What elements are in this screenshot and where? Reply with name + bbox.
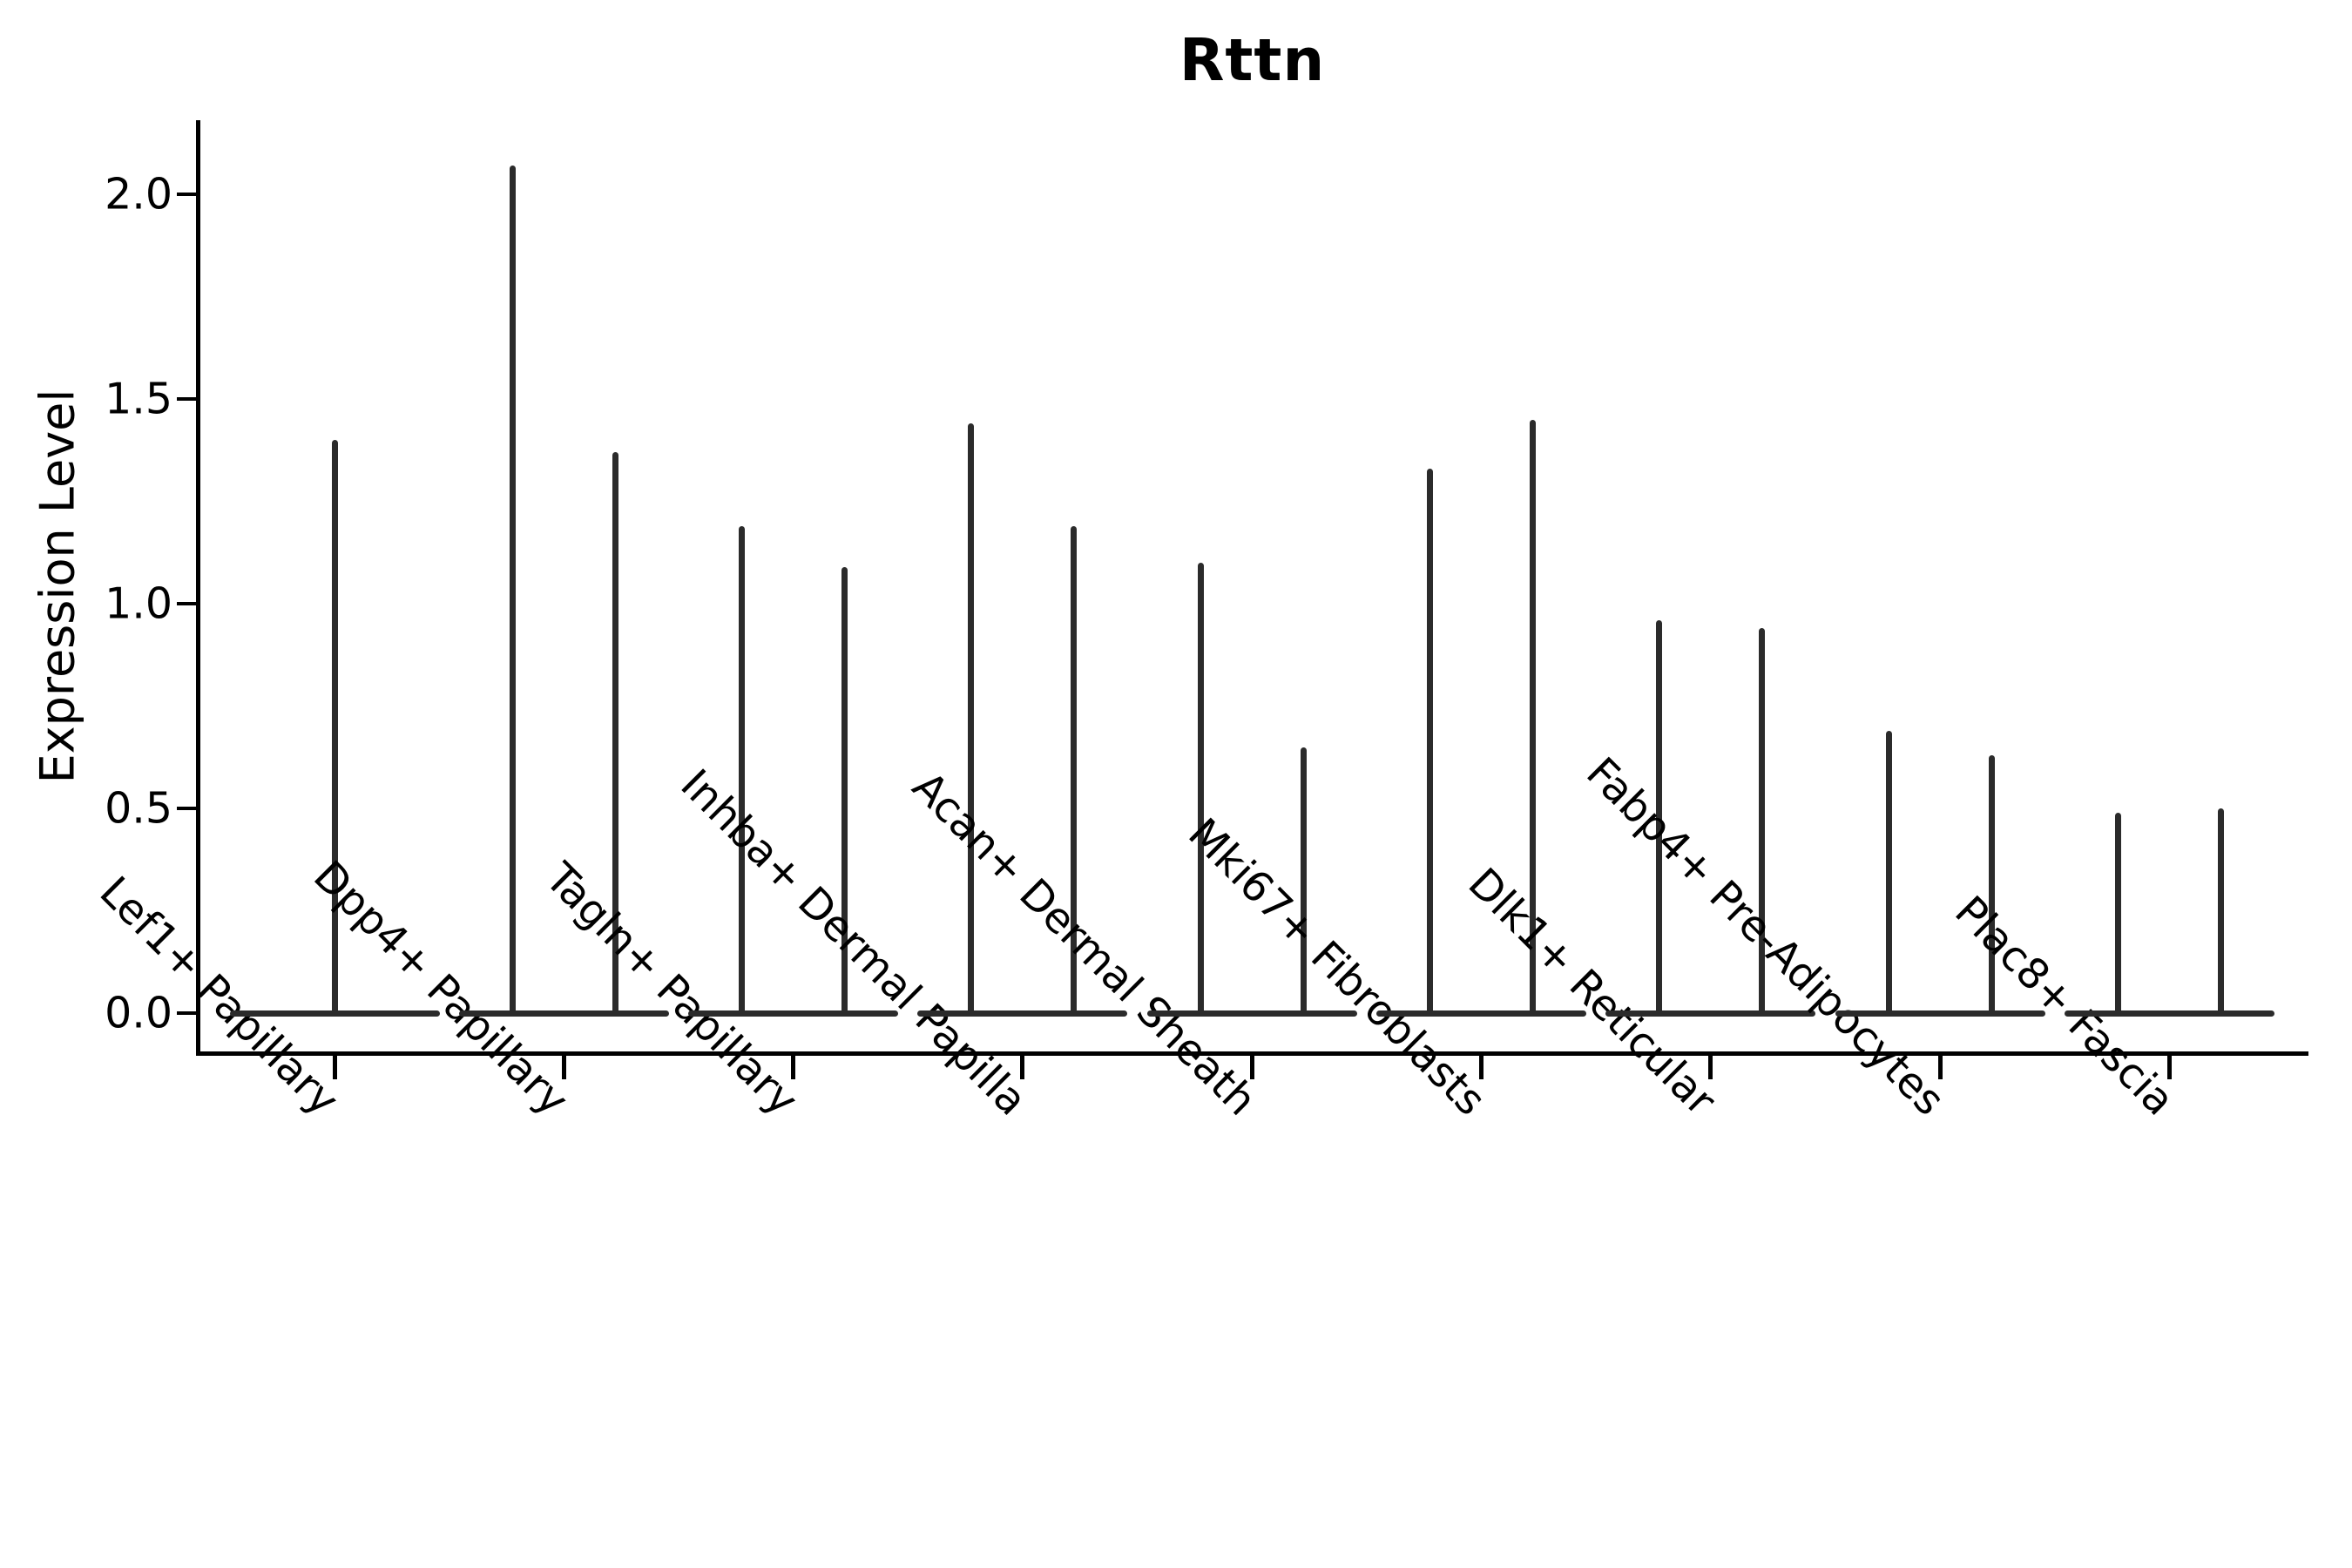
- x-tick: [1937, 1056, 1943, 1079]
- violin-baseline: [1376, 1010, 1586, 1017]
- violin-spike: [968, 423, 975, 1016]
- y-tick: [177, 397, 197, 401]
- x-tick-label-anchor: Fabp4+ Pre-Adipocytes: [1470, 748, 1954, 1139]
- x-tick: [1479, 1056, 1484, 1079]
- violin-spike: [1759, 628, 1766, 1016]
- violin-spike: [841, 566, 848, 1016]
- x-tick-label: Dlk1+ Reticular: [1458, 858, 1725, 1125]
- x-tick-label-anchor: Plac8+ Fascia: [1896, 887, 2184, 1139]
- y-tick: [177, 602, 197, 605]
- y-tick-label: 2.0: [105, 169, 172, 220]
- violin-spike: [2217, 808, 2224, 1016]
- y-tick-label: 0.0: [105, 988, 172, 1038]
- violin-baseline: [688, 1010, 899, 1017]
- violin-spike: [331, 440, 338, 1016]
- violin-baseline: [1605, 1010, 1816, 1017]
- violin-spike: [1885, 730, 1892, 1016]
- y-tick: [177, 1011, 197, 1015]
- x-tick: [332, 1056, 337, 1079]
- x-tick-label: Plac8+ Fascia: [1944, 887, 2184, 1125]
- violin-spike: [739, 525, 746, 1016]
- violin-baseline: [229, 1010, 440, 1017]
- violin-baseline: [1835, 1010, 2045, 1017]
- violin-spike: [1656, 619, 1663, 1016]
- x-tick: [1020, 1056, 1025, 1079]
- x-tick: [1249, 1056, 1254, 1079]
- x-tick: [791, 1056, 796, 1079]
- y-tick-label: 1.5: [105, 374, 172, 424]
- y-tick: [177, 807, 197, 810]
- y-tick: [177, 193, 197, 196]
- y-axis-spine: [196, 120, 200, 1056]
- chart-title: Rttn: [1179, 26, 1326, 94]
- x-tick-label: Tagln+ Papillary: [535, 853, 808, 1125]
- violin-spike: [2114, 812, 2121, 1016]
- violin-baseline: [2064, 1010, 2274, 1017]
- violin-spike: [1300, 747, 1307, 1016]
- violin-spike: [1988, 754, 1995, 1016]
- x-tick-label: Dpp4+ Papillary: [304, 851, 578, 1125]
- x-tick: [2166, 1056, 2172, 1079]
- violin-baseline: [917, 1010, 1128, 1017]
- x-axis-spine: [196, 1051, 2308, 1056]
- x-tick: [561, 1056, 566, 1079]
- violin-spike: [509, 166, 516, 1016]
- x-tick: [1708, 1056, 1713, 1079]
- violin-baseline: [458, 1010, 669, 1017]
- violin-spike: [1530, 419, 1536, 1016]
- violin-baseline: [1146, 1010, 1357, 1017]
- y-tick-label: 0.5: [105, 783, 172, 834]
- y-tick-label: 1.0: [105, 578, 172, 629]
- violin-spike: [1071, 525, 1078, 1016]
- y-axis-label: Expression Level: [30, 389, 85, 784]
- violin-spike: [612, 452, 618, 1016]
- violin-spike: [1197, 563, 1204, 1016]
- violin-spike: [1427, 468, 1433, 1016]
